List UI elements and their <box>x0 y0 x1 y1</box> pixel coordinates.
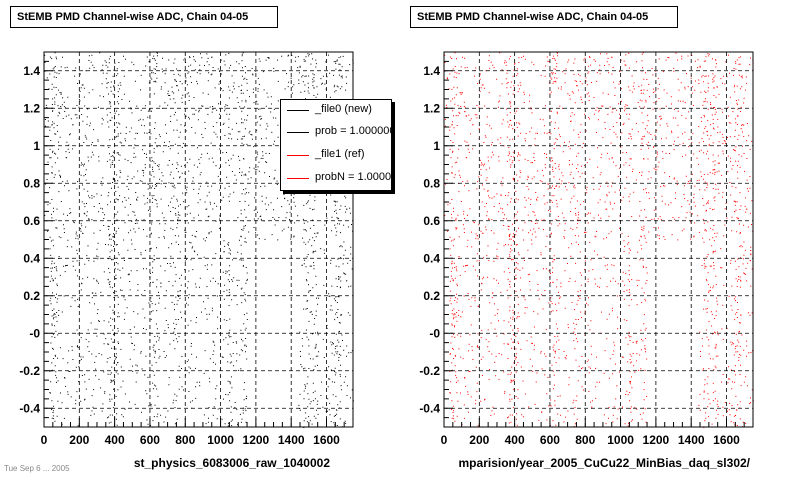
left-x-axis-label: st_physics_6083006_raw_1040002 <box>133 456 330 470</box>
left-x-tick-label: 1600 <box>313 433 340 447</box>
legend-box[interactable]: _file0 (new) prob = 1.000000 _file1 (ref… <box>280 99 392 191</box>
right-y-tick-label: 0.4 <box>423 251 440 265</box>
right-x-tick-label: 1200 <box>643 433 670 447</box>
right-y-tick-label: -0 <box>429 326 440 340</box>
right-plot-panel: StEMB PMD Channel-wise ADC, Chain 04-05 … <box>400 0 800 480</box>
legend-entry-new: _file0 (new) <box>281 100 391 122</box>
left-y-tick-label: 0.8 <box>23 176 40 190</box>
left-y-tick-label: -0 <box>29 326 40 340</box>
left-x-tick-label: 1000 <box>207 433 234 447</box>
left-y-tick-label: -0.4 <box>19 401 40 415</box>
right-x-tick-label: 200 <box>469 433 489 447</box>
right-y-tick-label: 0.6 <box>423 214 440 228</box>
right-plot-title: StEMB PMD Channel-wise ADC, Chain 04-05 <box>410 6 678 28</box>
left-x-tick-label: 400 <box>105 433 125 447</box>
right-y-tick-label: 0.8 <box>423 176 440 190</box>
left-scatter-plot[interactable]: 0 200 400 600 800 1000 1200 1400 1600 -0.4 -0.2 -0 0… <box>0 0 400 480</box>
legend-entry-ref: _file1 (ref) <box>281 145 391 167</box>
legend-line-new <box>287 110 309 111</box>
right-x-tick-label: 0 <box>441 433 448 447</box>
left-y-tick-label: 0.6 <box>23 214 40 228</box>
legend-label-prob: prob = 1.000000 <box>315 125 392 137</box>
right-x-tick-label: 1000 <box>607 433 634 447</box>
legend-entry-prob: prob = 1.000000 <box>281 122 392 144</box>
right-grid <box>444 52 753 427</box>
right-y-tick-label: 1.4 <box>423 64 440 78</box>
right-x-tick-label: 400 <box>505 433 525 447</box>
legend-line-probn <box>287 178 309 179</box>
right-x-tick-label: 800 <box>575 433 595 447</box>
right-y-tick-label: -0.4 <box>419 401 440 415</box>
right-y-tick-label: 1.2 <box>423 101 440 115</box>
left-x-tick-label: 800 <box>175 433 195 447</box>
right-y-tick-label: 0.2 <box>423 289 440 303</box>
timestamp-footnote: Tue Sep 6 ... 2005 <box>4 464 70 473</box>
left-y-tick-label: 0.4 <box>23 251 40 265</box>
left-y-tick-label: 1.2 <box>23 101 40 115</box>
left-x-tick-label: 1200 <box>243 433 270 447</box>
right-x-tick-label: 1600 <box>713 433 740 447</box>
left-plot-title: StEMB PMD Channel-wise ADC, Chain 04-05 <box>10 6 278 28</box>
left-y-tick-label: 1.4 <box>23 64 40 78</box>
left-x-tick-label: 200 <box>69 433 89 447</box>
right-x-tick-label: 600 <box>540 433 560 447</box>
right-scatter-plot[interactable]: 0 200 400 600 800 1000 1200 1400 1600 -0.4 -0.2 -0 0… <box>400 0 800 480</box>
legend-entry-probn: probN = 1.000000 <box>281 168 392 190</box>
left-plot-panel: StEMB PMD Channel-wise ADC, Chain 04-05 … <box>0 0 400 480</box>
left-y-tick-label: 0.2 <box>23 289 40 303</box>
right-y-tick-label: -0.2 <box>419 364 440 378</box>
right-x-tick-label: 1400 <box>678 433 705 447</box>
legend-label-ref: _file1 (ref) <box>315 148 365 160</box>
left-x-tick-label: 1400 <box>278 433 305 447</box>
left-y-tick-label: 1 <box>33 139 40 153</box>
legend-label-probn: probN = 1.000000 <box>315 171 392 183</box>
left-x-tick-label: 600 <box>140 433 160 447</box>
legend-label-new: _file0 (new) <box>315 103 372 115</box>
left-x-tick-label: 0 <box>41 433 48 447</box>
left-grid <box>44 52 353 427</box>
legend-line-ref <box>287 155 309 156</box>
legend-line-prob <box>287 132 309 133</box>
right-y-tick-label: 1 <box>433 139 440 153</box>
right-x-axis-label: mparision/year_2005_CuCu22_MinBias_daq_s… <box>458 456 750 470</box>
left-y-tick-label: -0.2 <box>19 364 40 378</box>
